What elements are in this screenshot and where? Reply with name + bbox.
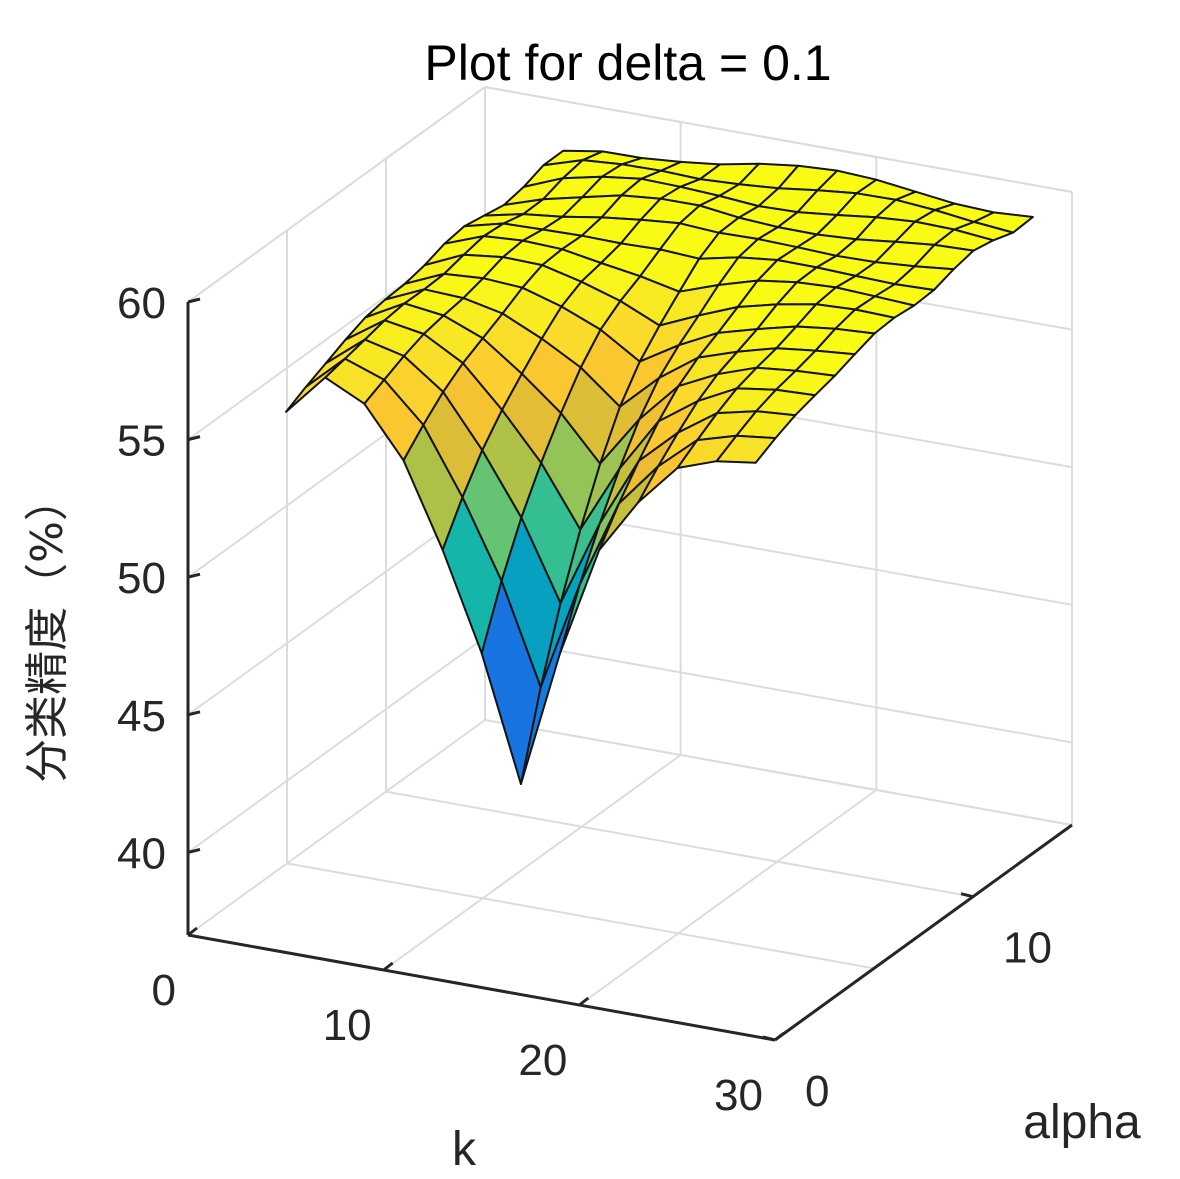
x-tick-mark bbox=[578, 996, 590, 1007]
z-tick-mark bbox=[187, 297, 201, 304]
y-tick-mark bbox=[762, 1035, 776, 1042]
z-tick-mark bbox=[187, 710, 201, 717]
x-tick-label: 30 bbox=[714, 1071, 763, 1120]
chart-title: Plot for delta = 0.1 bbox=[424, 35, 831, 91]
grid-line bbox=[578, 789, 877, 1006]
z-tick-label: 40 bbox=[117, 829, 166, 878]
z-tick-mark bbox=[187, 435, 201, 442]
y-tick-mark bbox=[960, 892, 974, 899]
z-tick-mark bbox=[187, 847, 201, 854]
grid-line bbox=[187, 86, 486, 303]
grid-line bbox=[187, 719, 486, 936]
surface-plot bbox=[285, 149, 1034, 785]
y-tick-label: 10 bbox=[1003, 924, 1052, 973]
z-tick-label: 60 bbox=[117, 279, 166, 328]
grid-line bbox=[286, 862, 875, 970]
x-tick-label: 0 bbox=[152, 966, 176, 1015]
tick-labels: 40 45 50 55 60 0 10 20 30 0 10 bbox=[117, 279, 1052, 1120]
grid-line bbox=[385, 790, 974, 898]
z-axis-label: 分类精度（%） bbox=[22, 477, 73, 783]
x-axis-label: k bbox=[452, 1123, 477, 1176]
grid-line bbox=[383, 754, 682, 971]
x-tick-label: 10 bbox=[323, 1001, 372, 1050]
x-tick-mark bbox=[774, 1031, 785, 1042]
grid-line bbox=[484, 636, 1073, 744]
y-axis-label: alpha bbox=[1023, 1096, 1141, 1149]
x-tick-mark bbox=[187, 926, 198, 937]
y-tick-label: 0 bbox=[805, 1067, 829, 1116]
x-tick-mark bbox=[382, 961, 394, 972]
grid-line bbox=[484, 719, 1073, 826]
z-tick-label: 45 bbox=[117, 692, 166, 741]
surface-patch bbox=[285, 357, 346, 413]
z-tick-mark bbox=[187, 572, 201, 579]
z-tick-label: 55 bbox=[117, 417, 166, 466]
x-axis-line bbox=[187, 933, 776, 1042]
z-tick-label: 50 bbox=[117, 554, 166, 603]
x-tick-label: 20 bbox=[518, 1036, 567, 1085]
grid-line bbox=[484, 86, 1073, 193]
grid-line bbox=[187, 636, 486, 854]
y-axis-line bbox=[774, 823, 1073, 1042]
axes-lines bbox=[186, 297, 1073, 1042]
